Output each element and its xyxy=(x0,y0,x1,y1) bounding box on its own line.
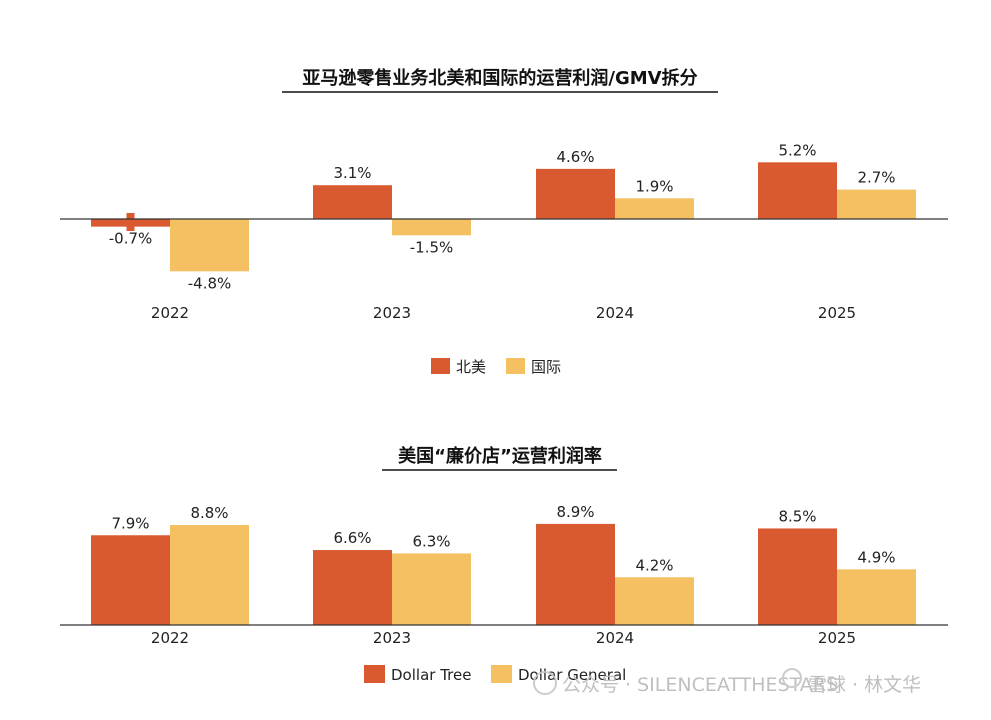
chart2-bar-2025-s0 xyxy=(758,528,837,625)
snowball-icon xyxy=(782,668,802,688)
chart1-label-2025-s1: 2.7% xyxy=(857,169,895,187)
chart2-bar-2023-s0 xyxy=(313,550,392,625)
chart1-bars xyxy=(91,162,916,272)
chart2-bar-2023-s1 xyxy=(392,553,471,625)
legend-swatch-international xyxy=(506,358,525,374)
chart1-label-2023-s1: -1.5% xyxy=(410,238,454,256)
chart1-label-2022-s0: -0.7% xyxy=(109,230,153,248)
chart1-tick-2022: 2022 xyxy=(151,304,189,322)
watermark: 公众号 · SILENCEATTHESTARS 雪球 · 林文华 xyxy=(533,668,921,696)
chart2-label-2022-s1: 8.8% xyxy=(190,504,228,522)
chart2-label-2023-s1: 6.3% xyxy=(412,532,450,550)
chart2-data-labels: 7.9% 8.8% 6.6% 6.3% 8.9% 4.2% 8.5% 4.9% xyxy=(111,503,895,574)
chart1-data-labels: -0.7% -4.8% 3.1% -1.5% 4.6% 1.9% 5.2% 2.7% xyxy=(109,141,896,292)
chart2-label-2022-s0: 7.9% xyxy=(111,514,149,532)
chart2-bar-2022-s0 xyxy=(91,535,170,625)
chart-amazon-retail-margin: 亚马逊零售业务北美和国际的运营利润/GMV拆分 -0.7% -4.8% 3.1% -1… xyxy=(60,67,948,376)
chart1-bar-2023-s0 xyxy=(313,185,392,219)
legend-label-dollar-general: Dollar General xyxy=(518,666,626,684)
chart1-bar-2025-s1 xyxy=(837,189,916,219)
chart1-tick-2024: 2024 xyxy=(596,304,634,322)
chart1-bar-2024-s0 xyxy=(536,168,615,219)
wechat-icon xyxy=(533,671,557,695)
chart2-label-2024-s1: 4.2% xyxy=(635,556,673,574)
chart1-label-2022-s1: -4.8% xyxy=(188,274,232,292)
watermark-snowball: 雪球 · 林文华 xyxy=(808,674,921,696)
legend-label-dollar-tree: Dollar Tree xyxy=(391,666,471,684)
chart1-label-2024-s0: 4.6% xyxy=(556,148,594,166)
legend-label-north-america: 北美 xyxy=(456,358,486,376)
chart2-tick-2024: 2024 xyxy=(596,629,634,647)
legend-swatch-north-america xyxy=(431,358,450,374)
chart2-label-2025-s0: 8.5% xyxy=(778,507,816,525)
legend-label-international: 国际 xyxy=(531,358,561,376)
chart2-bar-2024-s0 xyxy=(536,523,615,625)
chart1-x-ticks: 2022 2023 2024 2025 xyxy=(151,304,856,322)
chart2-bar-2024-s1 xyxy=(615,577,694,625)
chart2-tick-2023: 2023 xyxy=(373,629,411,647)
chart1-tick-2023: 2023 xyxy=(373,304,411,322)
chart2-bar-2022-s1 xyxy=(170,525,249,625)
chart2-label-2024-s0: 8.9% xyxy=(556,503,594,521)
chart1-bar-2025-s0 xyxy=(758,162,837,219)
chart2-label-2025-s1: 4.9% xyxy=(857,548,895,566)
legend-swatch-dollar-tree xyxy=(364,665,385,683)
chart2-bars xyxy=(91,523,916,625)
chart1-label-2024-s1: 1.9% xyxy=(635,177,673,195)
watermark-wechat: 公众号 · SILENCEATTHESTARS xyxy=(562,674,838,696)
chart2-x-ticks: 2022 2023 2024 2025 xyxy=(151,629,856,647)
chart2-bar-2025-s1 xyxy=(837,569,916,625)
chart2-legend: Dollar Tree Dollar General xyxy=(364,665,626,684)
chart1-tick-2025: 2025 xyxy=(818,304,856,322)
chart2-tick-2025: 2025 xyxy=(818,629,856,647)
chart1-bar-2022-s1 xyxy=(170,219,249,272)
chart1-bar-2024-s1 xyxy=(615,198,694,219)
chart2-label-2023-s0: 6.6% xyxy=(333,529,371,547)
chart2-tick-2022: 2022 xyxy=(151,629,189,647)
chart1-bar-2023-s1 xyxy=(392,219,471,236)
chart1-legend: 北美 国际 xyxy=(431,358,561,376)
chart1-bar-marker-2022 xyxy=(126,213,135,231)
chart-dollar-store-margin: 美国“廉价店”运营利润率 7.9% 8.8% 6.6% 6.3% 8.9% 4.2% 8.5… xyxy=(60,445,948,684)
chart1-label-2023-s0: 3.1% xyxy=(333,164,371,182)
chart1-label-2025-s0: 5.2% xyxy=(778,141,816,159)
chart2-title: 美国“廉价店”运营利润率 xyxy=(398,445,602,467)
legend-swatch-dollar-general xyxy=(491,665,512,683)
chart1-title: 亚马逊零售业务北美和国际的运营利润/GMV拆分 xyxy=(302,67,697,89)
